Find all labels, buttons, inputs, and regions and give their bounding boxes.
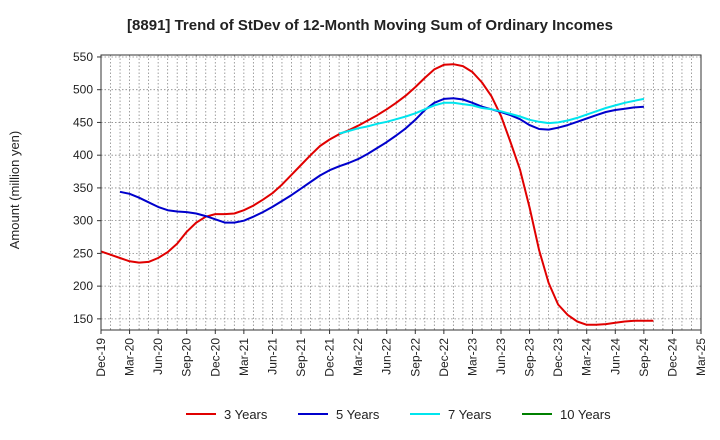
series-layer <box>100 63 654 326</box>
y-tick-label: 450 <box>73 115 93 129</box>
x-tick-label: Dec-19 <box>94 338 108 377</box>
x-axis-ticks: Dec-19 Mar-20 Jun-20 Sep-20 Dec-20 Mar-21 Jun-… <box>94 330 708 377</box>
x-tick-label: Mar-25 <box>694 338 708 376</box>
legend-label-7-years: 7 Years <box>448 407 492 422</box>
x-tick-label: Sep-20 <box>180 338 194 377</box>
x-tick-label: Dec-23 <box>551 338 565 377</box>
y-tick-label: 550 <box>73 50 93 64</box>
y-tick-label: 300 <box>73 214 93 228</box>
x-tick-label: Sep-21 <box>294 338 308 377</box>
x-tick-label: Dec-21 <box>323 338 337 377</box>
x-tick-label: Dec-20 <box>208 338 222 377</box>
x-tick-label: Mar-22 <box>351 338 365 376</box>
x-tick-label: Dec-24 <box>665 338 679 377</box>
x-tick-label: Jun-24 <box>608 338 622 375</box>
x-tick-label: Jun-20 <box>151 338 165 375</box>
y-tick-label: 200 <box>73 279 93 293</box>
series-line-3-years <box>100 63 654 326</box>
y-tick-label: 500 <box>73 83 93 97</box>
y-axis-label: Amount (million yen) <box>7 131 22 250</box>
x-tick-label: Jun-22 <box>380 338 394 375</box>
x-tick-label: Sep-24 <box>637 338 651 377</box>
chart-title: [8891] Trend of StDev of 12-Month Moving… <box>127 17 613 34</box>
grid-layer <box>101 55 701 330</box>
x-tick-label: Jun-21 <box>265 338 279 375</box>
y-tick-label: 400 <box>73 148 93 162</box>
x-tick-label: Sep-23 <box>523 338 537 377</box>
y-axis-ticks: 150 200 250 300 350 400 450 500 550 <box>73 50 101 326</box>
series-line-5-years <box>119 97 644 224</box>
y-tick-label: 250 <box>73 246 93 260</box>
legend-label-10-years: 10 Years <box>560 407 611 422</box>
y-tick-label: 350 <box>73 181 93 195</box>
legend-label-3-years: 3 Years <box>224 407 268 422</box>
x-tick-label: Jun-23 <box>494 338 508 375</box>
plot-frame <box>100 54 702 331</box>
x-tick-label: Dec-22 <box>437 338 451 377</box>
y-tick-label: 150 <box>73 312 93 326</box>
series-line-7-years <box>338 97 645 135</box>
x-tick-label: Mar-21 <box>237 338 251 376</box>
x-tick-label: Mar-23 <box>465 338 479 376</box>
x-tick-label: Mar-24 <box>580 338 594 376</box>
x-tick-label: Sep-22 <box>408 338 422 377</box>
legend-label-5-years: 5 Years <box>336 407 380 422</box>
legend: 3 Years 5 Years 7 Years 10 Years <box>186 407 611 422</box>
x-tick-label: Mar-20 <box>123 338 137 376</box>
